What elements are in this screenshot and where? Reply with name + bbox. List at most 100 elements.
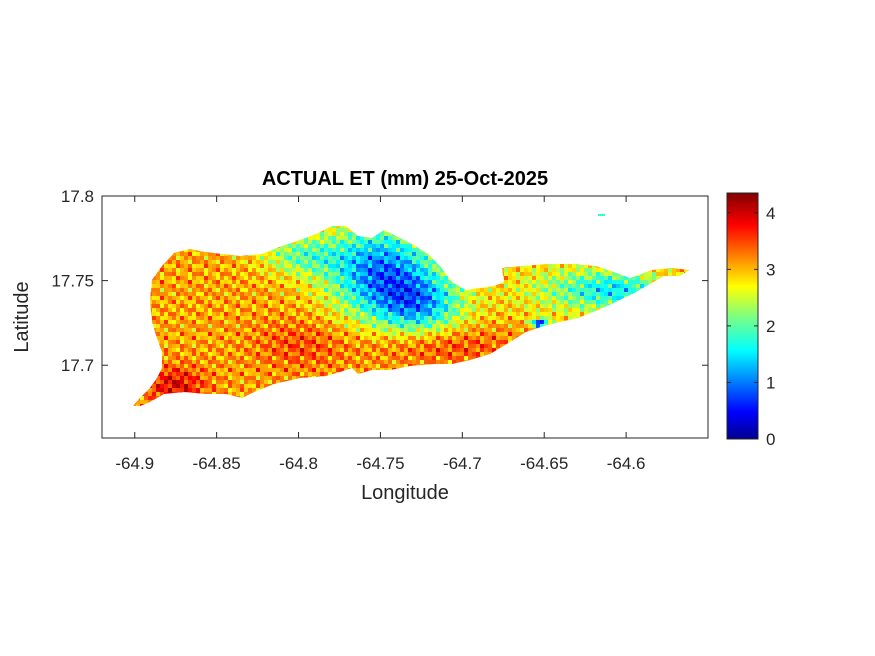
heatmap-cell bbox=[572, 312, 577, 317]
heatmap-cell bbox=[224, 284, 229, 289]
heatmap-cell bbox=[276, 260, 281, 265]
heatmap-cell bbox=[284, 336, 289, 341]
heatmap-cell bbox=[216, 324, 221, 329]
heatmap-cell bbox=[396, 316, 401, 321]
heatmap-cell bbox=[172, 252, 177, 257]
heatmap-cell bbox=[412, 280, 417, 285]
heatmap-cell bbox=[220, 292, 225, 297]
heatmap-cell bbox=[484, 288, 489, 293]
heatmap-cell bbox=[612, 280, 617, 285]
heatmap-cell bbox=[304, 244, 309, 249]
heatmap-cell bbox=[264, 348, 269, 353]
heatmap-cell bbox=[280, 292, 285, 297]
heatmap-cell bbox=[180, 336, 185, 341]
heatmap-cell bbox=[452, 320, 457, 325]
heatmap-cell bbox=[380, 328, 385, 333]
heatmap-cell bbox=[416, 284, 421, 289]
heatmap-cell bbox=[216, 272, 221, 277]
heatmap-cell bbox=[644, 272, 649, 277]
heatmap-cell bbox=[328, 280, 333, 285]
heatmap-cell bbox=[184, 256, 189, 261]
heatmap-cell bbox=[360, 348, 365, 353]
heatmap-cell bbox=[216, 356, 221, 361]
heatmap-cell bbox=[444, 304, 449, 309]
heatmap-cell bbox=[292, 308, 297, 313]
heatmap-cell bbox=[260, 336, 265, 341]
heatmap-cell bbox=[172, 264, 177, 269]
heatmap-cell bbox=[376, 252, 381, 257]
heatmap-cell bbox=[380, 256, 385, 261]
heatmap-cell bbox=[532, 320, 537, 325]
heatmap-cell bbox=[168, 348, 173, 353]
heatmap-cell bbox=[336, 312, 341, 317]
heatmap-cell bbox=[200, 284, 205, 289]
heatmap-cell bbox=[160, 264, 165, 269]
heatmap-cell bbox=[236, 332, 241, 337]
heatmap-cell bbox=[496, 344, 501, 349]
heatmap-cell bbox=[164, 360, 169, 365]
heatmap-cell bbox=[368, 300, 373, 305]
heatmap-cell bbox=[308, 272, 313, 277]
heatmap-cell bbox=[568, 312, 573, 317]
heatmap-cell bbox=[348, 244, 353, 249]
heatmap-cell bbox=[268, 344, 273, 349]
heatmap-cell bbox=[400, 348, 405, 353]
heatmap-cell bbox=[192, 320, 197, 325]
heatmap-cell bbox=[312, 276, 317, 281]
heatmap-cell bbox=[204, 352, 209, 357]
heatmap-cell bbox=[312, 304, 317, 309]
heatmap-cell bbox=[284, 352, 289, 357]
heatmap-cell bbox=[360, 276, 365, 281]
heatmap-cell bbox=[236, 260, 241, 265]
heatmap-cell bbox=[188, 276, 193, 281]
heatmap-cell bbox=[328, 272, 333, 277]
heatmap-cell bbox=[208, 308, 213, 313]
heatmap-cell bbox=[164, 344, 169, 349]
heatmap-cell bbox=[580, 272, 585, 277]
heatmap-cell bbox=[340, 356, 345, 361]
heatmap-cell bbox=[488, 344, 493, 349]
heatmap-cell bbox=[568, 276, 573, 281]
heatmap-cell bbox=[304, 344, 309, 349]
heatmap-cell bbox=[480, 316, 485, 321]
heatmap-cell bbox=[208, 336, 213, 341]
heatmap-cell bbox=[288, 292, 293, 297]
heatmap-cell bbox=[608, 272, 613, 277]
heatmap-cell bbox=[300, 320, 305, 325]
heatmap-cell bbox=[544, 312, 549, 317]
heatmap-cell bbox=[440, 308, 445, 313]
heatmap-cell bbox=[324, 252, 329, 257]
heatmap-cell bbox=[304, 300, 309, 305]
heatmap-cell bbox=[424, 328, 429, 333]
heatmap-cell bbox=[392, 292, 397, 297]
heatmap-cell bbox=[464, 292, 469, 297]
heatmap-cell bbox=[480, 312, 485, 317]
heatmap-cell bbox=[516, 312, 521, 317]
heatmap-cell bbox=[404, 256, 409, 261]
heatmap-cell bbox=[260, 288, 265, 293]
heatmap-cell bbox=[552, 280, 557, 285]
heatmap-cell bbox=[432, 276, 437, 281]
heatmap-cell bbox=[352, 336, 357, 341]
heatmap-cell bbox=[468, 300, 473, 305]
heatmap-cell bbox=[400, 240, 405, 245]
heatmap-cell bbox=[516, 268, 521, 273]
heatmap-cell bbox=[256, 268, 261, 273]
heatmap-cell bbox=[164, 304, 169, 309]
heatmap-cell bbox=[156, 308, 161, 313]
heatmap-cell bbox=[276, 292, 281, 297]
heatmap-cell bbox=[272, 248, 277, 253]
heatmap-cell bbox=[320, 328, 325, 333]
heatmap-cell bbox=[260, 308, 265, 313]
heatmap-cell bbox=[440, 280, 445, 285]
heatmap-cell bbox=[368, 272, 373, 277]
heatmap-cell bbox=[196, 312, 201, 317]
heatmap-cell bbox=[308, 340, 313, 345]
heatmap-cell bbox=[380, 244, 385, 249]
heatmap-cell bbox=[336, 284, 341, 289]
heatmap-cell bbox=[416, 256, 421, 261]
heatmap-cell bbox=[620, 284, 625, 289]
heatmap-cell bbox=[276, 320, 281, 325]
heatmap-cell bbox=[176, 360, 181, 365]
heatmap-cell bbox=[456, 332, 461, 337]
